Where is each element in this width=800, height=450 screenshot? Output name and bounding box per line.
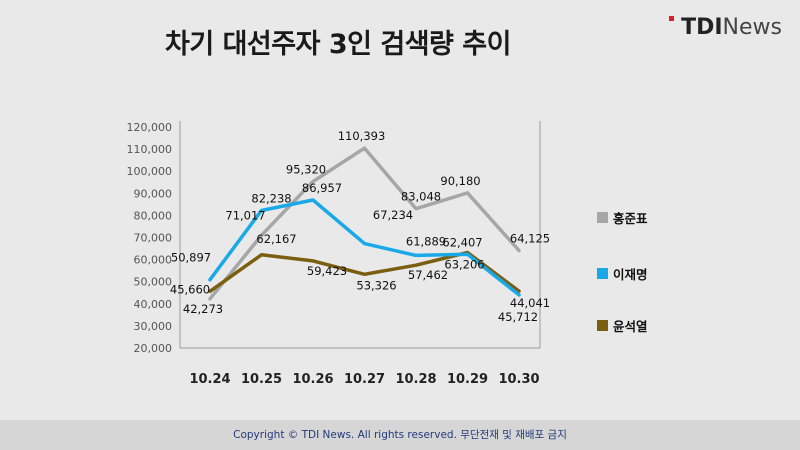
data-label-2: 57,462 — [408, 268, 448, 282]
data-label-0: 90,180 — [440, 174, 480, 188]
legend-swatch-lee — [597, 268, 608, 279]
legend-swatch-hong — [597, 212, 608, 223]
y-tick-label: 30,000 — [134, 320, 173, 333]
y-tick-label: 70,000 — [134, 232, 173, 245]
data-label-2: 53,326 — [356, 278, 396, 292]
legend-item-lee: 이재명 — [597, 264, 648, 283]
logo-accent-square — [669, 16, 675, 21]
data-label-1: 50,897 — [171, 251, 211, 265]
legend-item-yoon: 윤석열 — [597, 316, 648, 335]
data-label-0: 95,320 — [286, 163, 326, 177]
legend-label-lee: 이재명 — [613, 267, 648, 282]
data-label-2: 45,712 — [498, 310, 538, 324]
data-label-1: 44,041 — [510, 296, 550, 310]
x-tick-label: 10.28 — [395, 372, 436, 387]
chart-title: 차기 대선주자 3인 검색량 추이 — [165, 29, 511, 60]
data-label-0: 83,048 — [401, 190, 441, 204]
data-label-0: 71,017 — [225, 208, 265, 222]
data-label-0: 110,393 — [338, 129, 386, 143]
y-tick-label: 50,000 — [134, 276, 173, 289]
data-label-1: 62,407 — [442, 235, 482, 249]
y-tick-label: 40,000 — [134, 298, 173, 311]
data-label-1: 82,238 — [251, 191, 291, 205]
line-chart: 20,000 30,000 40,000 50,000 60,000 70,000 80,0… — [127, 121, 550, 387]
logo-mark-icon — [669, 14, 679, 40]
data-label-2: 59,423 — [307, 264, 347, 278]
y-tick-label: 80,000 — [134, 209, 173, 222]
brand-logo: TDINews — [669, 12, 782, 42]
data-label-1: 67,234 — [373, 208, 413, 222]
data-label-1: 86,957 — [302, 181, 342, 195]
x-tick-label: 10.29 — [447, 372, 488, 387]
legend-swatch-yoon — [597, 320, 608, 331]
data-label-2: 62,167 — [256, 232, 296, 246]
y-tick-label: 60,000 — [134, 254, 173, 267]
x-tick-label: 10.30 — [498, 372, 539, 387]
logo-text-light: News — [722, 14, 782, 40]
logo-text: TDINews — [681, 15, 782, 40]
x-tick-label: 10.25 — [241, 372, 282, 387]
data-label-0: 42,273 — [183, 302, 223, 316]
y-tick-label: 100,000 — [127, 165, 173, 178]
legend-label-yoon: 윤석열 — [613, 319, 648, 334]
data-label-1: 61,889 — [406, 234, 446, 248]
x-tick-label: 10.27 — [344, 372, 385, 387]
data-label-2: 45,660 — [170, 282, 210, 296]
legend-item-hong: 홍준표 — [597, 208, 648, 227]
series-line-1 — [208, 198, 521, 297]
footer-copyright: Copyright © TDI News. All rights reserve… — [233, 429, 567, 441]
logo-text-bold: TDI — [681, 14, 723, 40]
y-tick-label: 110,000 — [127, 143, 173, 156]
x-tick-label: 10.26 — [292, 372, 333, 387]
x-tick-label: 10.24 — [189, 372, 230, 387]
y-tick-label: 20,000 — [134, 342, 173, 355]
series-line-2 — [208, 250, 521, 294]
y-tick-label: 90,000 — [134, 187, 173, 200]
legend-label-hong: 홍준표 — [613, 211, 648, 226]
y-tick-label: 120,000 — [127, 121, 173, 134]
data-label-2: 63,206 — [444, 258, 484, 272]
footer-bar: Copyright © TDI News. All rights reserve… — [0, 420, 800, 450]
series-line-0 — [208, 146, 521, 301]
data-label-0: 64,125 — [510, 231, 550, 245]
